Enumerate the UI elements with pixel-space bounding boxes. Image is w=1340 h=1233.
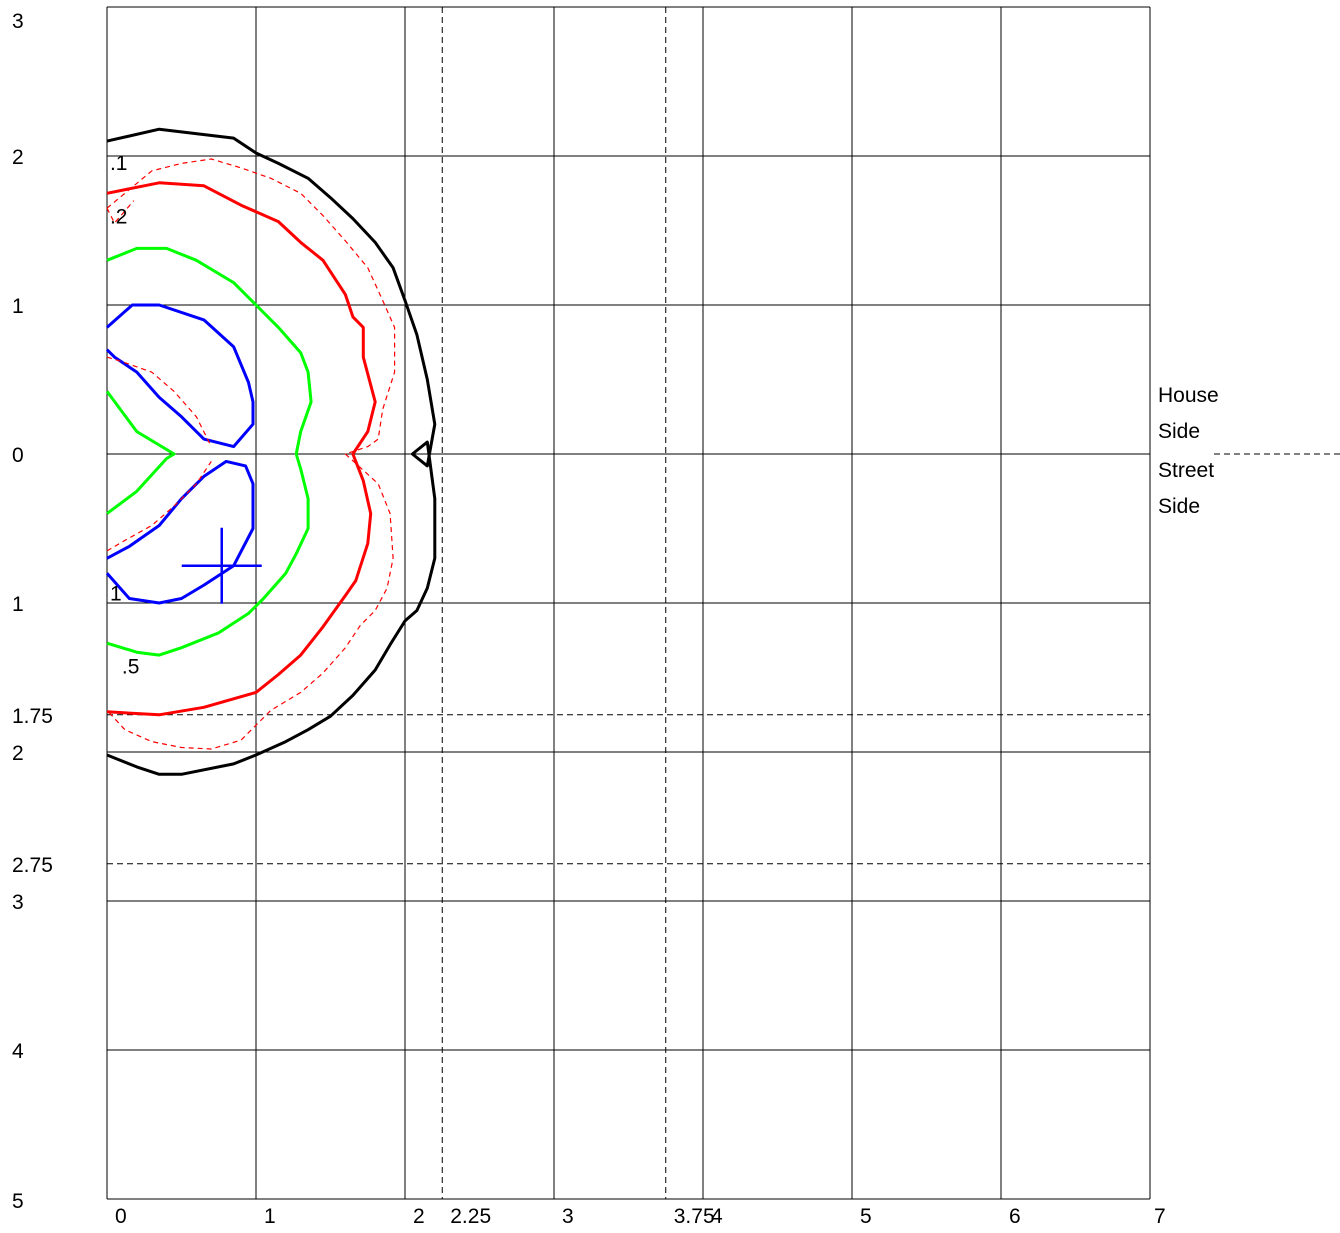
side-labels: House Side Street Side — [1158, 384, 1219, 518]
y-tick-label: 4 — [12, 1040, 24, 1063]
x-tick-label: 1 — [264, 1205, 276, 1228]
contour-series — [106, 461, 212, 552]
x-tick-label: 3.75 — [674, 1205, 715, 1228]
x-tick-label: 0 — [115, 1205, 127, 1228]
house-label-line1: House — [1158, 384, 1219, 407]
contour-series — [105, 303, 255, 449]
centroid-marker — [181, 527, 262, 604]
contour-labels: .1 .2 1 .5 — [110, 152, 139, 679]
y-tick-label: 2 — [12, 742, 24, 765]
contour-curves — [105, 127, 437, 776]
dashed-reference-lines — [107, 7, 1340, 1199]
contour-series — [106, 200, 135, 224]
contour-level-label: .5 — [122, 656, 140, 679]
x-tick-label: 2 — [413, 1205, 425, 1228]
y-tick-label: 5 — [12, 1190, 24, 1213]
x-tick-label: 6 — [1009, 1205, 1021, 1228]
contour-series — [105, 390, 176, 515]
contour-level-label: 1 — [110, 583, 122, 606]
y-tick-label: 1 — [12, 295, 24, 318]
x-tick-labels: 0 1 2 2.25 3 3.754 5 6 7 — [115, 1205, 1166, 1228]
contour-series — [106, 127, 437, 776]
y-tick-label: 1 — [12, 593, 24, 616]
contour-level-label: .2 — [110, 206, 128, 229]
x-tick-label: 3 — [562, 1205, 574, 1228]
x-tick-label: 2.25 — [450, 1205, 491, 1228]
x-tick-label: 5 — [860, 1205, 872, 1228]
y-tick-label: 2 — [12, 146, 24, 169]
y-tick-labels: 3 2 1 0 1 1.75 2 2.75 3 4 5 — [12, 10, 53, 1213]
contour-series — [106, 246, 313, 657]
street-label-line2: Side — [1158, 495, 1200, 518]
x-tick-label: 7 — [1154, 1205, 1166, 1228]
contour-series — [106, 158, 396, 750]
contour-level-label: .1 — [110, 152, 128, 175]
x-tick-label: 4 — [711, 1205, 723, 1228]
house-label-line2: Side — [1158, 420, 1200, 443]
street-label-line1: Street — [1158, 459, 1214, 482]
contour-series — [106, 356, 212, 447]
y-tick-label: 1.75 — [12, 705, 53, 728]
y-tick-label: 0 — [12, 444, 24, 467]
y-tick-label: 2.75 — [12, 854, 53, 877]
y-tick-label: 3 — [12, 10, 24, 33]
y-tick-label: 3 — [12, 891, 24, 914]
contour-series — [105, 459, 255, 605]
gridlines — [106, 6, 1151, 1200]
contour-series — [106, 181, 377, 717]
